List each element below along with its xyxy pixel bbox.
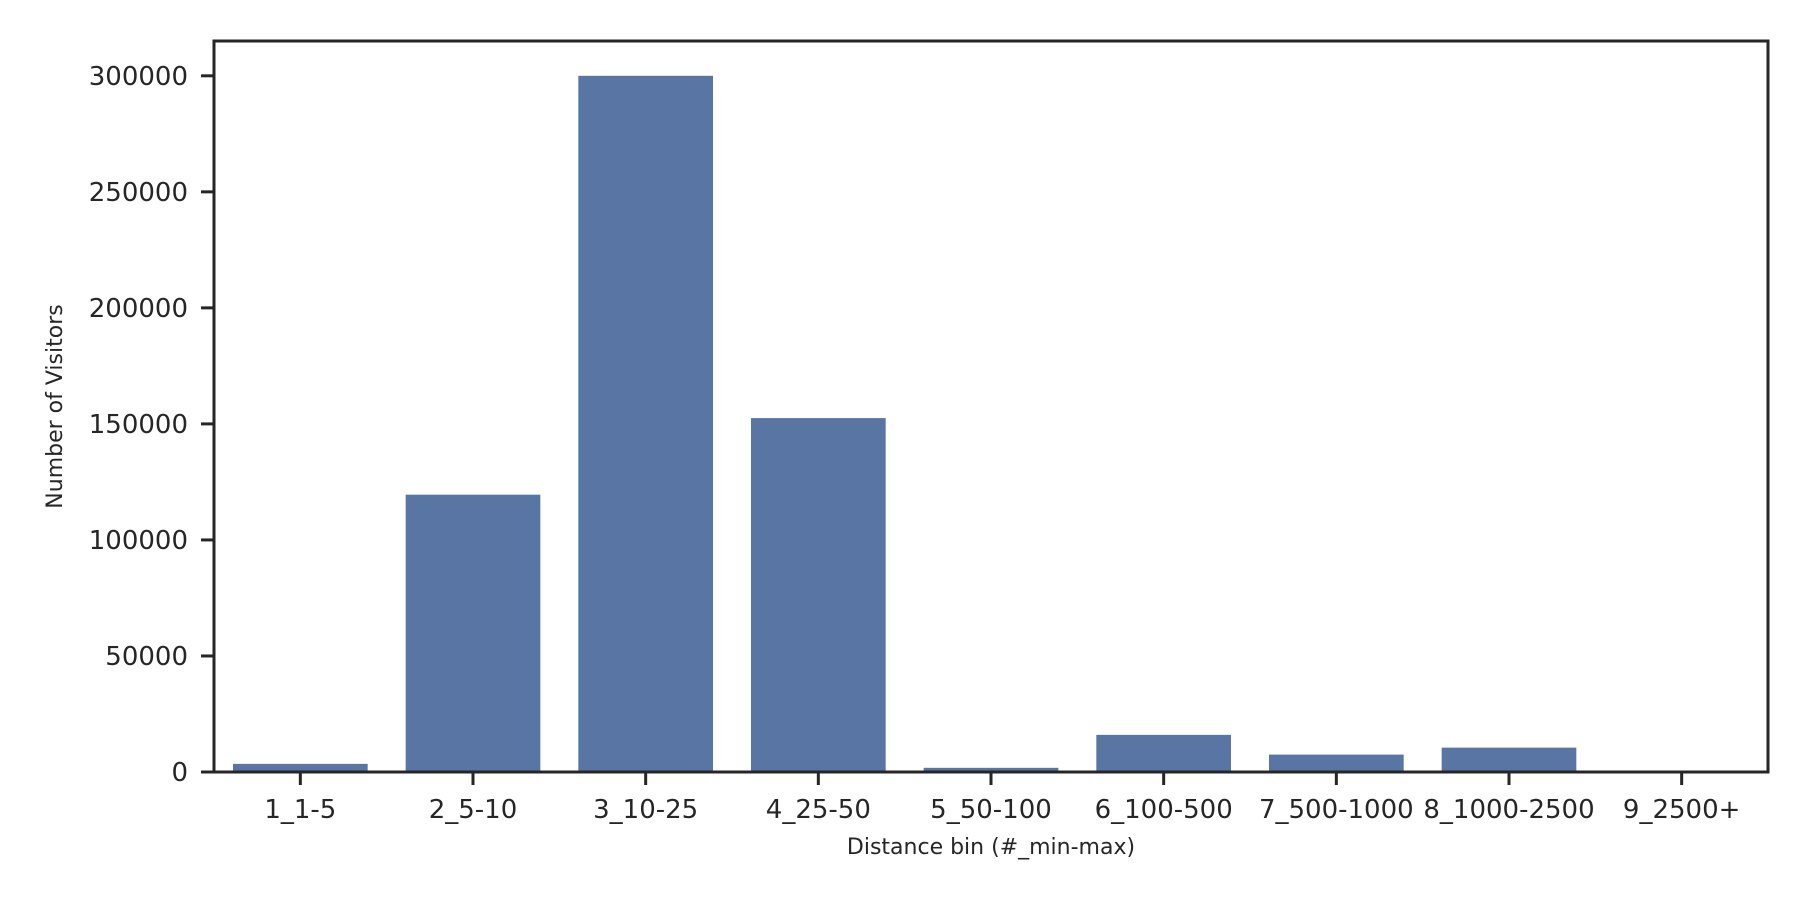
x-tick-label: 9_2500+ — [1623, 795, 1741, 825]
y-tick-label: 100000 — [89, 526, 188, 556]
bar — [923, 767, 1059, 772]
x-axis-ticks: 1_1-5 2_5-10 3_10-25 4_25-50 5_50-100 6_100-5… — [264, 772, 1740, 825]
bar — [405, 494, 541, 772]
x-tick-label: 1_1-5 — [264, 795, 336, 825]
x-tick-label: 5_50-100 — [930, 795, 1052, 825]
y-axis-ticks: 0 50000 100000 150000 200000 250000 300000 — [89, 62, 214, 788]
y-tick-label: 200000 — [89, 294, 188, 324]
x-tick-label: 6_100-500 — [1095, 795, 1233, 825]
x-tick-label: 4_25-50 — [766, 795, 871, 825]
x-tick-label: 2_5-10 — [429, 795, 518, 825]
bar — [1096, 734, 1232, 772]
y-tick-label: 0 — [171, 758, 188, 788]
x-tick-label: 3_10-25 — [593, 795, 698, 825]
x-tick-label: 7_500-1000 — [1259, 795, 1414, 825]
x-tick-label: 8_1000-2500 — [1423, 795, 1594, 825]
x-axis-label: Distance bin (#_min-max) — [847, 835, 1135, 860]
y-axis-label: Number of Visitors — [43, 304, 68, 508]
y-tick-label: 50000 — [105, 642, 188, 672]
y-tick-label: 150000 — [89, 410, 188, 440]
bar — [232, 763, 368, 772]
bar — [1268, 754, 1404, 772]
y-tick-label: 300000 — [89, 62, 188, 92]
bars-group — [232, 75, 1750, 773]
bar — [750, 418, 886, 772]
plot-frame — [212, 39, 1770, 774]
y-tick-label: 250000 — [89, 178, 188, 208]
bar — [578, 75, 714, 773]
bar — [1441, 747, 1577, 772]
